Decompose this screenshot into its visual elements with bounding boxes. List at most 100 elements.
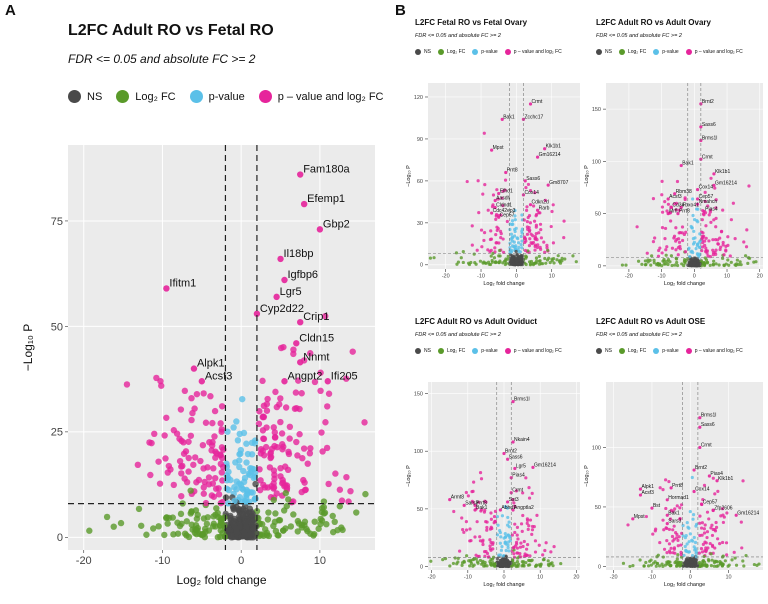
- gene-label: Cep57: [703, 500, 718, 506]
- data-point: [687, 526, 691, 530]
- data-point: [349, 348, 356, 355]
- data-point: [676, 538, 680, 542]
- data-point: [294, 528, 301, 535]
- gene-point: [665, 498, 669, 502]
- gene-point: [665, 513, 669, 517]
- panel-b1-plot: Crmt Bak1 Zcchc17 Mpst Klk1b1 Gm16214 Prrt8 Sas…: [406, 83, 580, 287]
- gene-point: [297, 359, 304, 366]
- b4-legend-pvalue-dot: [653, 348, 660, 354]
- y-tick-label: 90: [417, 137, 423, 143]
- data-point: [705, 261, 709, 265]
- gene-point: [702, 209, 706, 214]
- data-point: [443, 557, 448, 561]
- gene-point: [297, 318, 304, 326]
- data-point: [161, 432, 168, 439]
- y-tick-label: 0: [420, 564, 423, 570]
- panel-b1-header: L2FC Fetal RO vs Fetal Ovary FDR <= 0.05…: [415, 18, 590, 55]
- y-tick-label: 50: [51, 321, 63, 333]
- data-point: [515, 525, 520, 529]
- panel-b2-legend: NS Log₂ FC p-value p – value and log₂ FC: [596, 49, 768, 55]
- data-point: [135, 505, 143, 513]
- data-point: [277, 344, 285, 352]
- data-point: [503, 178, 508, 182]
- gene-point: [473, 508, 477, 512]
- data-point: [521, 491, 525, 495]
- data-point: [551, 564, 555, 568]
- gene-label: Acsf3: [641, 490, 654, 496]
- data-point: [343, 375, 350, 382]
- data-point: [510, 236, 514, 240]
- gene-label: Nmahch: [699, 199, 718, 205]
- panel-b-letter: B: [395, 2, 406, 19]
- data-point: [660, 193, 664, 197]
- data-point: [649, 263, 653, 267]
- data-point: [518, 250, 522, 254]
- gene-label: Pias4: [710, 471, 723, 477]
- data-point: [325, 480, 332, 488]
- data-point: [204, 514, 211, 521]
- data-point: [532, 204, 536, 208]
- data-point: [200, 465, 207, 472]
- data-point: [217, 420, 224, 427]
- data-point: [687, 563, 691, 568]
- panel-b1-title: L2FC Fetal RO vs Fetal Ovary: [415, 18, 528, 27]
- data-point: [518, 555, 523, 559]
- data-point: [682, 553, 686, 558]
- data-point: [497, 254, 501, 258]
- data-point: [361, 419, 368, 426]
- data-point: [454, 251, 459, 255]
- gene-label: Il18bp: [284, 248, 314, 260]
- data-point: [296, 405, 303, 413]
- data-point: [481, 542, 485, 547]
- data-point: [475, 248, 479, 252]
- gene-label: Ifitm1: [169, 277, 196, 289]
- data-point: [552, 261, 556, 265]
- y-axis-title: −Log₁₀ P: [584, 465, 590, 487]
- data-point: [478, 259, 483, 263]
- data-point: [680, 231, 685, 235]
- data-point: [231, 484, 238, 491]
- data-point: [486, 208, 490, 212]
- data-point: [724, 541, 729, 545]
- gene-label: Igfbp6: [287, 269, 318, 281]
- data-point: [655, 263, 659, 267]
- data-point: [528, 188, 533, 193]
- data-point: [506, 533, 510, 537]
- data-point: [200, 390, 207, 397]
- data-point: [236, 493, 244, 501]
- gene-label: Pias4: [512, 473, 525, 479]
- data-point: [161, 531, 168, 539]
- data-point: [544, 261, 548, 265]
- data-point: [515, 559, 520, 564]
- data-point: [285, 496, 292, 503]
- data-point: [658, 262, 662, 266]
- legend-ns-label: NS: [87, 90, 103, 103]
- data-point: [306, 450, 314, 457]
- data-point: [692, 218, 697, 222]
- data-point: [508, 241, 512, 245]
- data-point: [635, 225, 639, 229]
- data-point: [325, 390, 333, 397]
- data-point: [532, 525, 536, 529]
- gene-point: [676, 212, 680, 216]
- data-point: [428, 256, 433, 260]
- data-point: [498, 541, 502, 545]
- gene-point: [669, 205, 674, 209]
- data-point: [510, 262, 514, 266]
- data-point: [733, 556, 737, 560]
- gene-label: Prrt8: [507, 168, 518, 174]
- data-point: [163, 514, 170, 521]
- data-point: [726, 235, 730, 239]
- data-point: [225, 468, 232, 476]
- gene-label: Rbm38: [676, 189, 692, 195]
- data-point: [551, 241, 556, 245]
- data-point: [527, 496, 532, 500]
- data-point: [271, 434, 279, 441]
- gene-label: Cdkn2d: [532, 200, 549, 206]
- data-point: [695, 243, 700, 248]
- x-axis-title: Log₂ fold change: [483, 281, 524, 287]
- data-point: [741, 559, 745, 563]
- data-point: [513, 208, 517, 213]
- data-point: [243, 459, 250, 466]
- data-point: [685, 542, 689, 546]
